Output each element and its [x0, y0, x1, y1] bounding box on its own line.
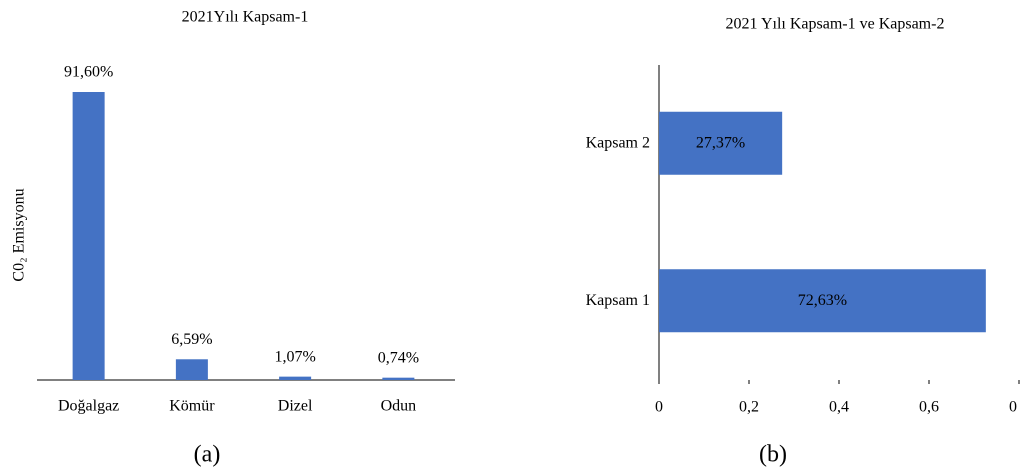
data-label: 27,37% — [696, 134, 745, 151]
bar — [382, 377, 415, 380]
chart-title: 2021Yılı Kapsam-1 — [182, 9, 309, 26]
bar — [72, 92, 105, 380]
x-tick-label: 0 — [1009, 399, 1017, 416]
x-tick-label: Doğalgaz — [58, 398, 119, 415]
y-axis-label: C0₂ Emisyonu — [11, 188, 28, 281]
x-tick-label: Odun — [381, 398, 417, 415]
caption: (a) — [194, 442, 221, 468]
x-tick-label: 0,6 — [919, 399, 939, 416]
data-label: 72,63% — [798, 292, 847, 309]
bar — [659, 111, 783, 175]
x-tick-label: 0,2 — [739, 399, 759, 416]
data-label: 91,60% — [64, 64, 113, 81]
x-tick-label: Dizel — [278, 398, 313, 415]
data-label: 0,74% — [378, 349, 419, 366]
bar — [279, 376, 312, 380]
bar — [175, 359, 208, 380]
x-tick-label: 0 — [655, 399, 663, 416]
chart-title: 2021 Yılı Kapsam-1 ve Kapsam-2 — [726, 16, 945, 33]
y-tick-label: Kapsam 2 — [586, 134, 650, 151]
data-label: 1,07% — [274, 348, 315, 365]
data-label: 6,59% — [171, 331, 212, 348]
y-tick-label: Kapsam 1 — [586, 292, 650, 309]
x-tick-label: 0,4 — [829, 399, 849, 416]
x-tick-label: Kömür — [169, 398, 215, 415]
caption: (b) — [759, 442, 787, 468]
bar — [659, 269, 986, 333]
